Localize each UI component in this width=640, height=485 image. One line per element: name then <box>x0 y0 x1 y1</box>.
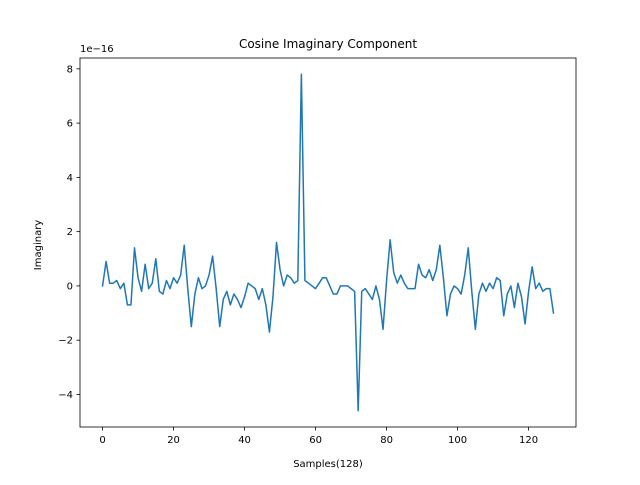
x-tick-label: 120 <box>519 435 538 446</box>
y-tick-label: 8 <box>67 64 73 75</box>
x-tick-label: 60 <box>309 435 322 446</box>
x-tick-label: 0 <box>99 435 105 446</box>
y-tick-label: 6 <box>67 119 73 130</box>
y-tick-label: 0 <box>67 281 73 292</box>
x-tick-label: 80 <box>380 435 393 446</box>
y-tick-label: −4 <box>58 390 73 401</box>
y-tick-label: 4 <box>67 173 73 184</box>
x-tick-label: 100 <box>448 435 467 446</box>
chart-title: Cosine Imaginary Component <box>239 37 417 51</box>
plot-area: 0 20 40 60 80 100 120 −4 −2 0 2 4 6 8 <box>58 57 577 446</box>
axes-frame <box>79 57 577 428</box>
series-line-0 <box>101 73 555 412</box>
x-tick-label: 40 <box>238 435 251 446</box>
x-axis-label: Samples(128) <box>293 459 363 470</box>
y-axis-label: Imaginary <box>33 220 44 271</box>
y-offset-text: 1e−16 <box>80 44 114 55</box>
y-tick-label: 2 <box>67 227 73 238</box>
x-tick-label: 20 <box>167 435 180 446</box>
y-tick-label: −2 <box>58 336 73 347</box>
